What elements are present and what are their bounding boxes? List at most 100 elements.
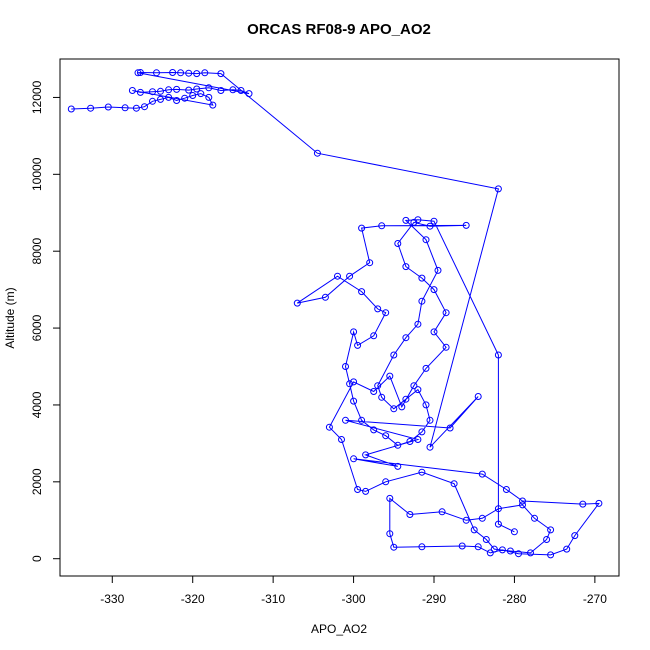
data-point — [338, 436, 345, 443]
data-point — [67, 105, 75, 113]
data-point — [193, 85, 201, 93]
data-point — [149, 97, 156, 105]
x-tick-label: -320 — [181, 592, 205, 606]
data-point — [378, 222, 386, 230]
data-point — [346, 380, 354, 388]
data-point — [430, 286, 438, 294]
plot-area — [67, 69, 603, 559]
x-axis-label: APO_AO2 — [311, 622, 367, 636]
data-point — [153, 69, 160, 77]
data-point — [430, 217, 438, 225]
data-point — [358, 224, 366, 232]
data-point — [398, 403, 406, 411]
data-point — [201, 69, 209, 77]
data-point — [494, 185, 502, 193]
data-point — [402, 216, 410, 224]
data-point — [571, 532, 579, 540]
data-point — [519, 501, 526, 509]
data-point — [547, 526, 555, 534]
data-point — [446, 424, 454, 432]
data-point — [346, 272, 354, 280]
data-point — [354, 486, 362, 493]
data-point — [478, 470, 486, 478]
data-point — [370, 332, 378, 340]
data-point — [382, 309, 390, 317]
data-point — [334, 272, 341, 280]
series-line — [71, 71, 600, 556]
data-point — [442, 309, 450, 317]
data-point — [217, 70, 225, 78]
data-point — [386, 372, 394, 380]
data-point — [494, 520, 502, 528]
data-point — [136, 88, 144, 96]
data-point — [181, 94, 189, 102]
data-point — [519, 497, 526, 505]
data-point — [193, 70, 201, 78]
data-point — [325, 423, 333, 431]
data-point — [478, 514, 486, 522]
data-point — [422, 364, 430, 372]
x-tick-label: -310 — [261, 592, 285, 606]
data-point — [157, 87, 164, 95]
x-tick-label: -270 — [583, 592, 607, 606]
data-point — [506, 547, 514, 555]
data-point — [205, 93, 213, 101]
y-tick-label: 8000 — [30, 238, 44, 265]
data-point — [342, 363, 349, 370]
y-tick-label: 0 — [30, 555, 44, 562]
data-point — [390, 351, 398, 359]
data-point — [486, 549, 494, 557]
data-point — [382, 432, 390, 440]
data-point — [134, 69, 142, 77]
data-point — [547, 551, 555, 559]
data-point — [426, 416, 434, 424]
data-point — [366, 259, 374, 267]
data-point — [358, 416, 366, 424]
x-tick-label: -300 — [342, 592, 366, 606]
data-point — [414, 216, 422, 224]
data-point — [169, 69, 177, 76]
data-point — [362, 451, 370, 459]
data-point — [418, 297, 426, 305]
data-point — [121, 104, 129, 112]
data-point — [470, 526, 478, 534]
data-point — [434, 266, 442, 274]
data-point — [293, 299, 301, 307]
data-point — [394, 240, 402, 247]
y-axis: 0 2000 4000 6000 8000 10000 12000 — [30, 80, 60, 562]
data-point — [394, 462, 402, 470]
y-tick-label: 12000 — [30, 80, 44, 114]
data-point — [510, 528, 518, 536]
data-point — [527, 549, 534, 557]
data-point — [217, 87, 225, 94]
data-point — [136, 69, 144, 76]
data-point — [141, 103, 148, 111]
data-point — [173, 85, 181, 93]
data-point — [378, 393, 386, 401]
data-point — [237, 87, 245, 94]
data-point — [104, 103, 112, 111]
data-point — [205, 84, 213, 92]
data-point — [370, 388, 378, 395]
y-tick-label: 10000 — [30, 157, 44, 191]
data-point — [422, 236, 430, 244]
data-point — [414, 320, 422, 328]
data-point — [494, 505, 502, 513]
data-point — [498, 546, 506, 554]
data-point — [418, 468, 426, 476]
data-point — [442, 343, 450, 351]
data-point — [438, 508, 446, 516]
y-tick-label: 6000 — [30, 314, 44, 341]
data-point — [350, 328, 358, 336]
data-point — [165, 93, 173, 101]
data-point — [450, 480, 458, 488]
data-point — [563, 545, 571, 553]
y-tick-label: 2000 — [30, 468, 44, 495]
data-point — [515, 550, 522, 558]
data-point — [342, 416, 349, 424]
data-point — [358, 288, 366, 296]
data-point — [418, 274, 426, 282]
data-point — [414, 436, 422, 443]
data-point — [313, 149, 321, 157]
